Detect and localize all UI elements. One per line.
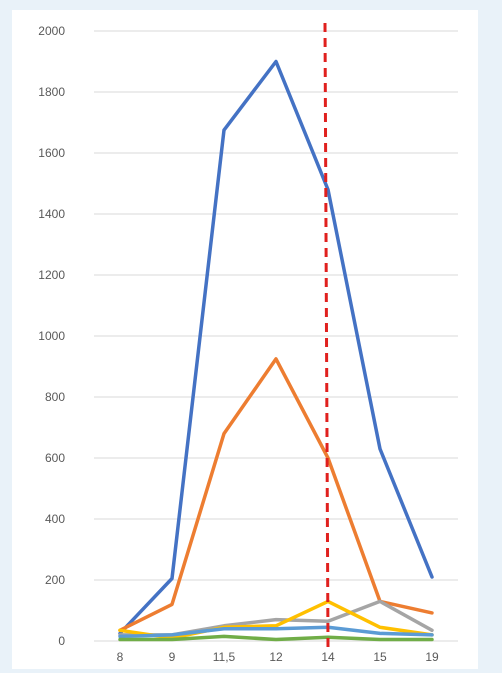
x-axis-tick-labels: 8 9 11,5 12 14 15 19: [117, 650, 439, 664]
series-lines: [118, 59, 434, 642]
line-chart: 0 200 400 600 800 1000 1200 1400 1600 1800 2000 8 9…: [38, 22, 458, 664]
y-tick-label: 1400: [38, 207, 65, 221]
x-tick-label: 12: [269, 650, 283, 664]
series-line-2: [118, 357, 434, 633]
x-tick-label: 14: [321, 650, 335, 664]
x-tick-label: 11,5: [213, 650, 236, 664]
series-line-1: [118, 59, 434, 636]
y-tick-label: 0: [58, 634, 65, 648]
series-line-6: [118, 634, 434, 642]
y-tick-label: 1800: [38, 85, 65, 99]
y-tick-label: 1000: [38, 329, 65, 343]
gridlines: [94, 30, 458, 642]
dashed-reference-line: [323, 22, 330, 648]
y-tick-label: 1200: [38, 268, 65, 282]
x-tick-label: 8: [117, 650, 124, 664]
y-tick-label: 800: [45, 390, 65, 404]
y-tick-label: 200: [45, 573, 65, 587]
y-tick-label: 2000: [38, 24, 65, 38]
x-tick-label: 19: [425, 650, 439, 664]
y-tick-label: 1600: [38, 146, 65, 160]
reference-marker: [323, 22, 330, 648]
series-line-5: [118, 625, 434, 639]
chart-frame: 0 200 400 600 800 1000 1200 1400 1600 1800 2000 8 9…: [12, 10, 478, 669]
y-axis-tick-labels: 0 200 400 600 800 1000 1200 1400 1600 1800 2000: [38, 24, 65, 648]
x-tick-label: 15: [373, 650, 387, 664]
y-tick-label: 400: [45, 512, 65, 526]
x-tick-label: 9: [169, 650, 176, 664]
y-tick-label: 600: [45, 451, 65, 465]
